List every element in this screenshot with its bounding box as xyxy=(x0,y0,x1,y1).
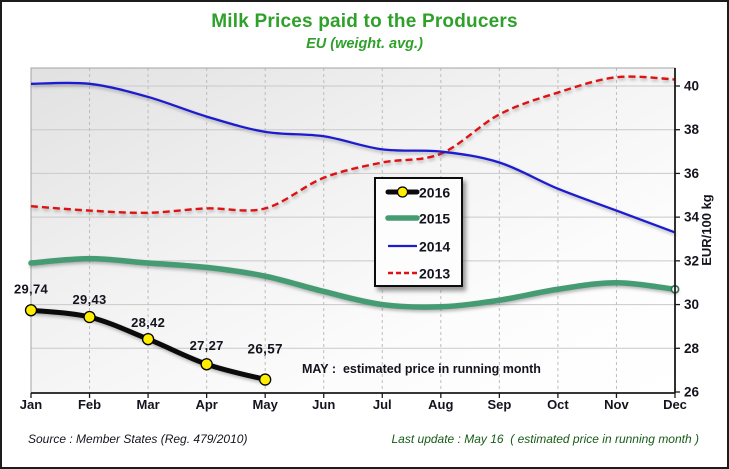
data-label-2016: 29,74 xyxy=(14,281,49,296)
y-tick-label: 30 xyxy=(684,297,699,312)
series-2016-marker xyxy=(24,304,38,317)
y-axis-title: EUR/100 kg xyxy=(699,194,714,266)
x-tick-label: Dec xyxy=(663,397,687,412)
source-note: Source : Member States (Reg. 479/2010) xyxy=(28,432,248,446)
legend-box xyxy=(374,177,463,287)
series-2013-line xyxy=(30,75,676,215)
x-tick-label: Mar xyxy=(137,397,160,412)
y-tick-label: 28 xyxy=(684,341,700,356)
legend-marker-2016 xyxy=(396,186,409,198)
y-axis-labels: 26 28 30 32 34 36 38 40 xyxy=(675,79,700,400)
series-2016-marker xyxy=(141,332,155,346)
legend-label-2016: 2016 xyxy=(419,185,450,201)
x-tick-label: Apr xyxy=(195,397,217,412)
x-tick-label: Feb xyxy=(78,397,101,412)
y-tick-label: 40 xyxy=(684,79,699,94)
series-2016-marker xyxy=(200,358,213,371)
chart-title: Milk Prices paid to the Producers xyxy=(211,11,518,32)
chart-subtitle: EU (weight. avg.) xyxy=(306,36,423,52)
plot-background xyxy=(31,68,675,393)
y-tick-label: 26 xyxy=(684,385,700,400)
legend-label-2015: 2015 xyxy=(419,211,450,227)
y-tick-label: 32 xyxy=(684,253,699,268)
series-2014-line xyxy=(30,81,676,234)
x-tick-label: Jul xyxy=(373,397,392,412)
x-tick-label: Jun xyxy=(312,397,335,412)
series-2016: 29,74 29,43 28,42 27,27 26,57 xyxy=(14,281,283,386)
y-tick-label: 36 xyxy=(684,166,700,181)
x-tick-label: Nov xyxy=(604,397,629,412)
annotation-may-note: MAY : estimated price in running month xyxy=(302,362,541,376)
series-2016-marker xyxy=(259,373,272,386)
legend: 2016 2015 2014 2013 xyxy=(374,177,463,287)
x-tick-label: May xyxy=(253,397,279,412)
x-tick-label: Oct xyxy=(547,397,569,412)
data-label-2016: 27,27 xyxy=(190,338,224,353)
legend-label-2013: 2013 xyxy=(419,266,450,282)
x-tick-label: Jan xyxy=(20,397,42,412)
y-tick-label: 34 xyxy=(684,210,700,225)
chart-footer: Source : Member States (Reg. 479/2010) L… xyxy=(2,432,727,446)
data-label-2016: 29,43 xyxy=(73,292,107,307)
series-2015-line xyxy=(28,255,678,310)
last-update-note: Last update : May 16 ( estimated price i… xyxy=(391,432,700,446)
x-axis-labels: Jan Feb Mar Apr May Jun Jul Aug Sep Oct Nov Dec xyxy=(20,393,687,412)
x-tick-label: Aug xyxy=(428,397,453,412)
y-tick-label: 38 xyxy=(684,122,700,137)
series-2016-marker xyxy=(83,310,96,324)
legend-label-2014: 2014 xyxy=(419,239,450,255)
data-label-2016: 26,57 xyxy=(248,342,283,357)
x-tick-label: Sep xyxy=(487,397,511,412)
data-label-2016: 28,42 xyxy=(131,315,165,330)
